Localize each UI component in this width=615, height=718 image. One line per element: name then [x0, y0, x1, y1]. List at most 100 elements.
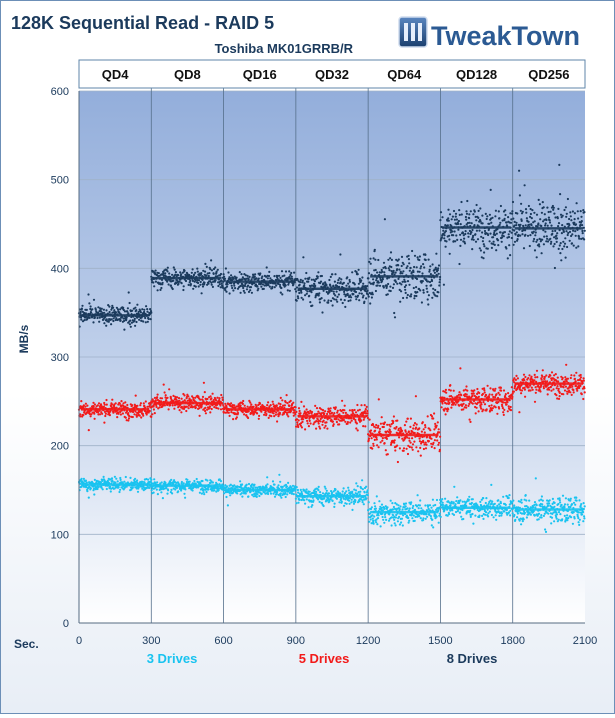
- data-point: [85, 480, 87, 482]
- data-point: [399, 505, 401, 507]
- data-point: [489, 393, 491, 395]
- data-point: [472, 498, 474, 500]
- data-point: [459, 245, 461, 247]
- data-point: [416, 291, 418, 293]
- data-point: [519, 520, 521, 522]
- data-point: [437, 291, 439, 293]
- data-point: [246, 288, 248, 290]
- data-point: [437, 267, 439, 269]
- data-point: [230, 274, 232, 276]
- data-point: [164, 391, 166, 393]
- data-point: [402, 297, 404, 299]
- data-point: [345, 285, 347, 287]
- data-point: [210, 259, 212, 261]
- data-point: [200, 272, 202, 274]
- data-point: [402, 514, 404, 516]
- data-point: [216, 397, 218, 399]
- data-point: [437, 444, 439, 446]
- data-point: [274, 286, 276, 288]
- data-point: [106, 318, 108, 320]
- data-point: [502, 401, 504, 403]
- data-point: [344, 421, 346, 423]
- data-point: [523, 379, 525, 381]
- data-point: [573, 502, 575, 504]
- data-point: [375, 290, 377, 292]
- data-point: [551, 379, 553, 381]
- data-point: [418, 507, 420, 509]
- data-point: [96, 317, 98, 319]
- data-point: [431, 280, 433, 282]
- data-point: [283, 275, 285, 277]
- data-point: [244, 292, 246, 294]
- data-point: [578, 499, 580, 501]
- data-point: [173, 266, 175, 268]
- data-point: [266, 404, 268, 406]
- data-point: [360, 279, 362, 281]
- data-point: [422, 263, 424, 265]
- data-point: [406, 448, 408, 450]
- data-point: [395, 426, 397, 428]
- data-point: [117, 308, 119, 310]
- data-point: [464, 395, 466, 397]
- data-point: [398, 436, 400, 438]
- data-point: [566, 514, 568, 516]
- data-point: [419, 255, 421, 257]
- data-point: [438, 522, 440, 524]
- data-point: [576, 500, 578, 502]
- data-point: [103, 476, 105, 478]
- data-point: [177, 283, 179, 285]
- data-point: [369, 419, 371, 421]
- data-point: [109, 414, 111, 416]
- data-point: [160, 287, 162, 289]
- data-point: [363, 419, 365, 421]
- data-point: [318, 422, 320, 424]
- data-point: [363, 301, 365, 303]
- data-point: [151, 489, 153, 491]
- data-point: [192, 268, 194, 270]
- data-point: [373, 515, 375, 517]
- data-point: [219, 283, 221, 285]
- data-point: [333, 423, 335, 425]
- data-point: [459, 214, 461, 216]
- data-point: [491, 404, 493, 406]
- data-point: [323, 413, 325, 415]
- data-point: [390, 431, 392, 433]
- data-point: [477, 217, 479, 219]
- data-point: [212, 286, 214, 288]
- data-point: [194, 272, 196, 274]
- data-point: [533, 379, 535, 381]
- data-point: [458, 391, 460, 393]
- data-point: [403, 263, 405, 265]
- data-point: [391, 502, 393, 504]
- data-point: [478, 230, 480, 232]
- data-point: [300, 292, 302, 294]
- data-point: [549, 499, 551, 501]
- data-point: [583, 508, 585, 510]
- data-point: [166, 397, 168, 399]
- data-point: [408, 262, 410, 264]
- data-point: [409, 270, 411, 272]
- data-point: [129, 477, 131, 479]
- data-point: [334, 503, 336, 505]
- data-point: [268, 417, 270, 419]
- data-point: [169, 404, 171, 406]
- data-point: [116, 416, 118, 418]
- data-point: [267, 401, 269, 403]
- data-point: [441, 237, 443, 239]
- data-point: [500, 387, 502, 389]
- data-point: [405, 502, 407, 504]
- data-point: [92, 321, 94, 323]
- data-point: [192, 288, 194, 290]
- data-point: [306, 498, 308, 500]
- data-point: [273, 415, 275, 417]
- data-point: [274, 496, 276, 498]
- data-point: [523, 374, 525, 376]
- data-point: [436, 516, 438, 518]
- data-point: [540, 514, 542, 516]
- data-point: [142, 415, 144, 417]
- data-point: [86, 405, 88, 407]
- data-point: [579, 519, 581, 521]
- data-point: [465, 230, 467, 232]
- data-point: [538, 518, 540, 520]
- data-point: [513, 391, 515, 393]
